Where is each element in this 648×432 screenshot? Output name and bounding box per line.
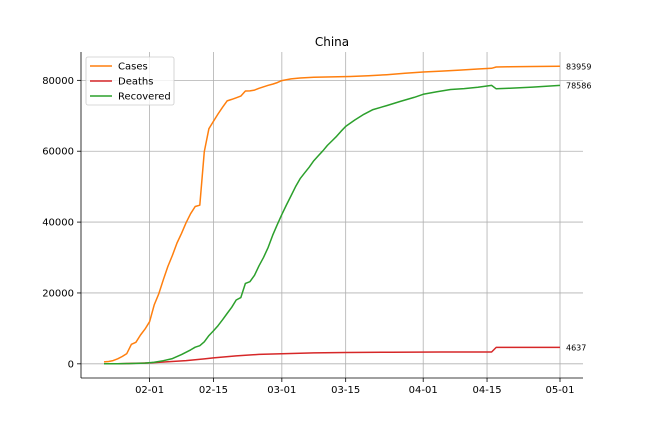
series-line-deaths bbox=[103, 346, 560, 365]
legend: Cases Deaths Recovered bbox=[85, 56, 175, 106]
axes bbox=[77, 52, 583, 382]
y-tick-label: 60000 bbox=[42, 147, 74, 158]
y-tick-label: 20000 bbox=[42, 288, 74, 299]
chart-title: China bbox=[315, 35, 349, 49]
x-tick-label: 04-15 bbox=[473, 385, 502, 396]
end-labels: 83959 4637 78586 bbox=[566, 62, 591, 352]
y-tick-labels: 0 20000 40000 60000 80000 bbox=[42, 76, 74, 370]
y-tick-label: 0 bbox=[68, 359, 74, 370]
legend-label-cases: Cases bbox=[118, 62, 148, 73]
y-tick-label: 80000 bbox=[42, 76, 74, 87]
x-tick-label: 03-15 bbox=[331, 385, 360, 396]
y-tick-label: 40000 bbox=[42, 218, 74, 229]
x-tick-label: 04-01 bbox=[409, 385, 438, 396]
x-tick-labels: 02-01 02-15 03-01 03-15 04-01 04-15 05-01 bbox=[135, 385, 574, 396]
end-label-recovered: 78586 bbox=[566, 81, 591, 90]
legend-box bbox=[85, 56, 175, 106]
end-label-deaths: 4637 bbox=[566, 343, 586, 352]
end-label-cases: 83959 bbox=[566, 62, 591, 71]
legend-label-recovered: Recovered bbox=[118, 92, 171, 103]
series-line-recovered bbox=[104, 84, 561, 365]
x-tick-label: 05-01 bbox=[545, 385, 574, 396]
series-lines bbox=[103, 65, 561, 365]
x-tick-label: 03-01 bbox=[267, 385, 296, 396]
series-line-cases bbox=[103, 65, 561, 363]
legend-label-deaths: Deaths bbox=[118, 77, 153, 88]
x-tick-label: 02-15 bbox=[199, 385, 228, 396]
x-tick-label: 02-01 bbox=[135, 385, 164, 396]
